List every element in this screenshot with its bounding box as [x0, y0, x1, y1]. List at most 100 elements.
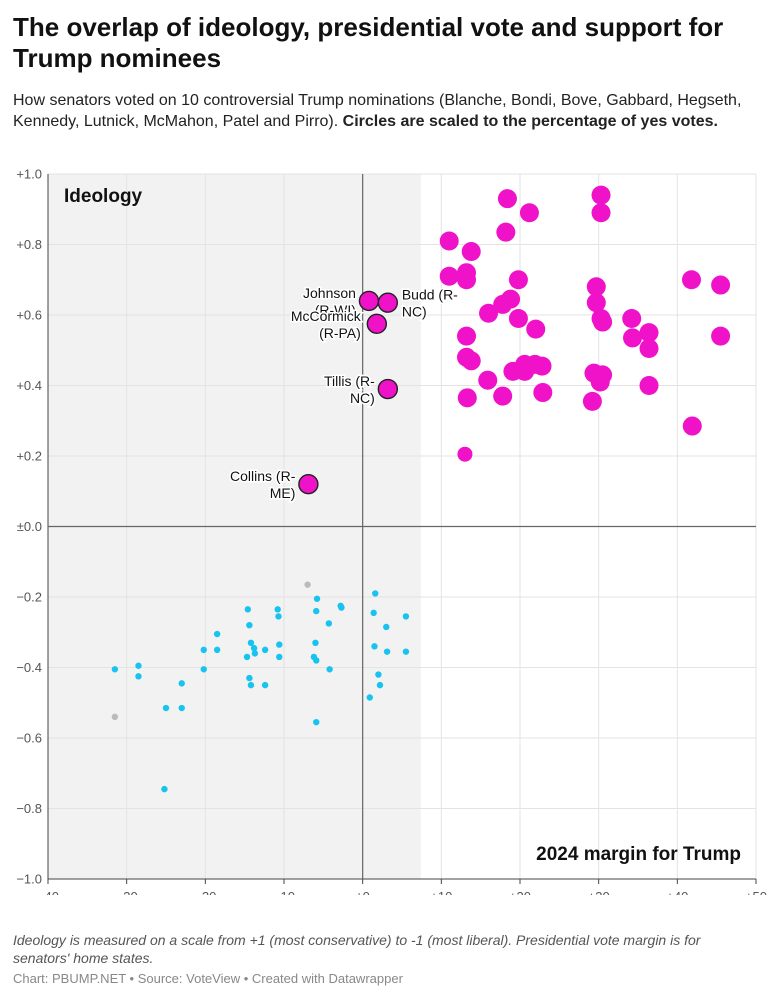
republican-point: [457, 388, 477, 408]
democrat-point: [313, 595, 321, 602]
republican-point: [586, 293, 606, 313]
x-tick-label: +30: [588, 889, 610, 895]
democrat-points: [111, 590, 410, 793]
democrat-point: [325, 620, 333, 627]
democrat-point: [213, 646, 221, 654]
democrat-point: [312, 639, 319, 647]
y-tick-label: −0.6: [16, 731, 42, 746]
republican-point: [501, 289, 521, 309]
point-label-line: Collins (R-: [230, 468, 296, 484]
republican-point: [479, 303, 499, 323]
independent-point: [304, 581, 311, 588]
y-tick-label: +0.8: [16, 237, 42, 252]
labeled-republican-point: [377, 378, 399, 400]
democrat-point: [200, 666, 207, 673]
republican-point: [586, 277, 606, 297]
republican-point: [622, 309, 642, 329]
democrat-point: [178, 704, 185, 712]
labeled-republican-point: [358, 290, 380, 312]
point-label: Johnson (R-WI): [303, 285, 356, 318]
y-axis-ticks: +1.0 +0.8 +0.6 +0.4 +0.2 ±0.0 −0.2 −0.4 −0.6 −0.8…: [16, 167, 42, 887]
y-tick-label: +0.6: [16, 308, 42, 323]
democrat-point: [383, 623, 390, 631]
subtitle-text: How senators voted on 10 controversial T…: [13, 92, 742, 130]
republican-point: [508, 270, 528, 290]
x-tick-label: +40: [666, 889, 688, 895]
republican-point: [461, 242, 481, 262]
y-tick-label: −0.2: [16, 590, 42, 605]
republican-point: [590, 372, 610, 392]
republican-point: [493, 386, 513, 406]
democrat-point: [243, 653, 251, 661]
independent-point: [111, 713, 119, 721]
x-tick-label: −20: [194, 889, 216, 895]
y-axis-label: Ideology: [64, 186, 143, 207]
republican-point: [508, 309, 528, 329]
x-axis-ticks: −40 −30 −20 −10 ±0 +10 +20 +30 +40 +50: [37, 879, 767, 895]
point-label-line: NC): [402, 304, 427, 320]
point-label-line: McCormick: [291, 308, 362, 324]
republican-point: [533, 383, 553, 403]
democrat-point: [111, 666, 119, 673]
democrat-point: [326, 666, 333, 673]
democrat-point: [313, 718, 320, 726]
republican-point: [639, 376, 659, 395]
democrat-point: [213, 630, 221, 638]
chart-subtitle: How senators voted on 10 controversial T…: [13, 90, 765, 132]
point-labels: Johnson (R-WI)Budd (R-NC)McCormick (R-PA)T…: [229, 283, 460, 502]
democrat-point: [375, 671, 382, 678]
point-label-line: Budd (R-: [402, 287, 458, 303]
republican-point: [681, 270, 701, 290]
x-tick-label: −10: [273, 889, 295, 895]
x-tick-label: ±0: [355, 889, 369, 895]
democrat-point: [261, 646, 269, 654]
x-tick-label: +10: [430, 889, 452, 895]
y-tick-label: +0.4: [16, 378, 42, 393]
republican-point: [711, 326, 731, 346]
point-label-line: NC): [350, 390, 375, 406]
x-axis-label: 2024 margin for Trump: [536, 844, 741, 865]
republican-point: [582, 391, 602, 411]
y-tick-label: −1.0: [16, 872, 42, 887]
point-label-line: (R-WI): [315, 302, 356, 318]
point-label: Budd (R-NC): [402, 287, 458, 320]
democrat-point: [250, 644, 258, 652]
democrat-point: [313, 607, 320, 615]
democrat-point: [402, 648, 410, 655]
democrat-point: [366, 694, 373, 701]
republican-point: [497, 189, 517, 209]
y-tick-label: +1.0: [16, 167, 42, 182]
democrat-point: [376, 681, 384, 689]
x-tick-label: −30: [116, 889, 138, 895]
republican-point: [478, 370, 498, 390]
democrat-point: [313, 657, 320, 664]
republican-point: [526, 319, 546, 339]
independent-points: [111, 581, 311, 721]
point-label-line: ME): [270, 485, 296, 501]
democrat-point: [246, 674, 253, 682]
republican-point: [439, 266, 459, 286]
y-tick-label: −0.8: [16, 801, 42, 816]
republican-point: [515, 361, 535, 381]
democrat-point: [244, 606, 252, 613]
democrat-point: [246, 622, 253, 629]
republican-point: [457, 326, 477, 346]
x-tick-label: +20: [509, 889, 531, 895]
democrat-point: [402, 613, 410, 620]
republican-points: [298, 185, 731, 495]
democrat-point: [247, 639, 255, 647]
democrat-point: [275, 613, 282, 620]
democrat-point: [383, 648, 391, 655]
democrat-point: [261, 681, 269, 689]
republican-point: [461, 351, 481, 371]
scatter-chart: +1.0 +0.8 +0.6 +0.4 +0.2 ±0.0 −0.2 −0.4 −0.6 −0.8…: [16, 167, 767, 896]
point-label-line: Tillis (R-: [324, 373, 375, 389]
x-tick-label: −40: [37, 889, 59, 895]
republican-point: [682, 416, 702, 436]
point-label: McCormick (R-PA): [291, 308, 362, 341]
republican-point: [457, 446, 473, 462]
democrat-point: [372, 590, 379, 597]
x-tick-label: +50: [745, 889, 767, 895]
republican-point: [532, 356, 552, 376]
subtitle-emphasis: Circles are scaled to the percentage of …: [342, 113, 718, 130]
